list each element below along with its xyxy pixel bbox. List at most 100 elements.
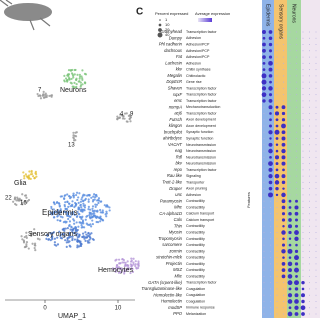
expression-dot <box>276 238 278 240</box>
umap-point <box>84 239 87 242</box>
umap-point <box>72 136 75 139</box>
expression-dot <box>289 163 291 165</box>
expression-dot <box>315 125 317 127</box>
gene-label: zormin <box>168 248 182 253</box>
function-label: Contractility <box>186 262 205 266</box>
umap-point <box>25 240 29 244</box>
function-label: Transporter <box>186 180 205 184</box>
expression-dot <box>281 249 286 254</box>
umap-point <box>15 199 18 202</box>
column-label: Sensory organs <box>278 4 284 40</box>
umap-point <box>51 211 55 214</box>
umap-point <box>42 90 45 93</box>
umap-point <box>73 73 76 76</box>
expression-dot <box>309 119 310 121</box>
umap-point <box>13 196 17 199</box>
gene-label: CA-alpha1D <box>159 211 182 216</box>
umap-point <box>122 115 125 118</box>
umap-point <box>78 77 81 80</box>
umap-point <box>45 95 48 99</box>
expression-dot <box>282 256 285 259</box>
expression-dot <box>289 144 291 146</box>
expression-dot <box>309 169 310 171</box>
gene-label: Thin <box>174 223 183 228</box>
expression-dot <box>296 106 297 108</box>
expression-dot <box>315 131 317 133</box>
gene-label: Hemolectin <box>161 299 183 304</box>
expression-dot <box>268 55 273 59</box>
expression-dot <box>283 288 284 290</box>
function-label: Transcription factor <box>186 86 217 90</box>
expression-dot <box>276 31 278 33</box>
expression-dot <box>283 37 284 39</box>
expression-dot <box>263 213 265 215</box>
umap-point <box>85 215 88 218</box>
umap-point <box>73 238 77 241</box>
umap-point <box>76 240 79 243</box>
gene-label: Mlic <box>175 274 183 279</box>
expression-dot <box>309 307 310 309</box>
umap-point <box>21 193 24 196</box>
expression-dot <box>302 163 304 165</box>
expression-dot <box>270 282 271 284</box>
function-label: Adhesion/PCP <box>186 55 210 59</box>
expression-dot <box>301 299 305 304</box>
expression-dot <box>263 125 265 127</box>
umap-point <box>87 208 90 211</box>
umap-point <box>61 233 65 236</box>
umap-point <box>82 204 85 207</box>
cluster-label: 7 <box>38 88 42 94</box>
expression-dot <box>315 307 317 309</box>
expression-dot <box>281 274 286 279</box>
expression-dot <box>315 250 317 252</box>
cluster-label: Hemocytes <box>98 267 134 274</box>
umap-point <box>33 228 36 231</box>
expression-dot <box>263 106 265 108</box>
umap-point <box>81 221 84 224</box>
umap-point <box>24 173 27 176</box>
expression-dot <box>268 36 273 41</box>
umap-point <box>73 81 76 84</box>
expression-dot <box>309 31 310 33</box>
umap-point <box>22 171 25 174</box>
expression-dot <box>296 119 297 121</box>
expression-dot <box>295 199 298 203</box>
function-label: Coagulation <box>186 293 205 297</box>
umap-point <box>63 235 66 238</box>
expression-dot <box>281 218 286 222</box>
umap-point <box>76 238 79 241</box>
umap-point <box>57 209 60 212</box>
function-label: Transcription factor <box>186 111 217 115</box>
umap-point <box>23 194 27 197</box>
umap-point <box>127 264 130 267</box>
expression-dot <box>294 255 299 261</box>
expression-dot <box>276 94 278 96</box>
expression-dot <box>268 49 273 53</box>
expression-dot <box>289 81 291 83</box>
expression-dot <box>294 262 299 266</box>
gene-label: Mhc <box>174 205 183 210</box>
umap-point <box>123 117 126 120</box>
expression-dot <box>281 174 286 179</box>
expression-dot <box>269 112 272 115</box>
expression-dot <box>263 238 265 240</box>
umap-point <box>82 208 85 211</box>
expression-dot <box>315 238 317 240</box>
expression-dot <box>294 280 299 286</box>
gene-label: bruchpilot <box>164 129 183 134</box>
expression-dot <box>289 31 291 33</box>
expression-dot <box>276 282 278 284</box>
umap-point <box>83 72 87 75</box>
expression-dot <box>315 44 317 46</box>
expression-dot <box>315 188 317 190</box>
umap-point <box>95 203 99 206</box>
umap-point <box>69 228 72 231</box>
umap-point <box>97 201 100 205</box>
function-label: Adhesion <box>186 193 201 197</box>
expression-dot <box>309 300 310 302</box>
expression-dot <box>276 225 278 227</box>
expression-dot <box>315 56 317 58</box>
umap-point <box>132 261 135 264</box>
expression-dot <box>289 62 291 64</box>
gene-label: Projectin <box>166 261 183 266</box>
